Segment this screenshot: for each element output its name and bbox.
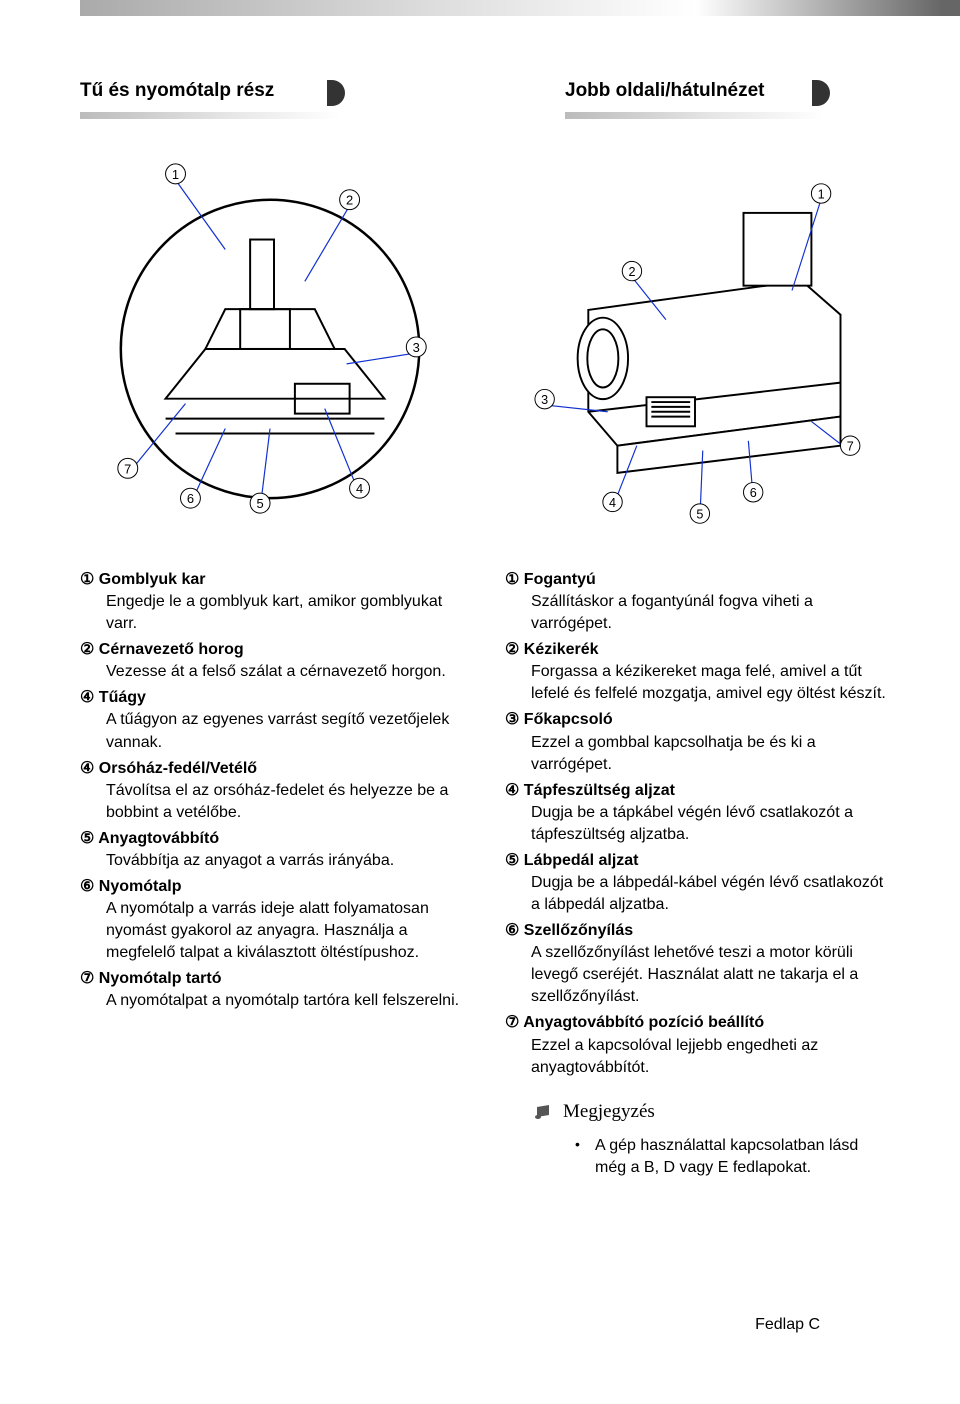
- top-gradient-bar: [80, 0, 960, 16]
- svg-text:1: 1: [172, 167, 179, 182]
- note-label: Megjegyzés: [563, 1099, 655, 1125]
- diagram-right-svg: 1 2 3 4 5 6 7: [501, 150, 889, 528]
- svg-text:7: 7: [847, 440, 854, 454]
- right-item-title: ⑤ Lábpedál aljzat: [505, 850, 890, 872]
- page-content: Tű és nyomótalp rész Jobb oldali/hátulné…: [0, 16, 960, 1179]
- right-item-desc: Dugja be a tápkábel végén lévő csatlakoz…: [505, 802, 890, 846]
- left-item-title: ⑥ Nyomótalp: [80, 876, 465, 898]
- title-left-underline: [80, 112, 340, 119]
- right-item-desc: Szállításkor a fogantyúnál fogva viheti …: [505, 591, 890, 635]
- diagram-left-svg: 1 2 3 4 5 6 7: [81, 150, 469, 528]
- left-item-title: ① Gomblyuk kar: [80, 569, 465, 591]
- right-item-desc: Ezzel a gombbal kapcsolhatja be és ki a …: [505, 732, 890, 776]
- text-columns: ① Gomblyuk karEngedje le a gomblyuk kart…: [80, 569, 890, 1179]
- footer-text: Fedlap C: [755, 1316, 820, 1334]
- right-item-title: ① Fogantyú: [505, 569, 890, 591]
- svg-text:6: 6: [187, 491, 194, 506]
- note-icon: [535, 1103, 555, 1121]
- left-item-desc: A tűágyon az egyenes varrást segítő veze…: [80, 709, 465, 753]
- diagrams-row: 1 2 3 4 5 6 7 1 2 3 4 5 6 7: [80, 149, 890, 529]
- bullet-icon: •: [575, 1135, 595, 1179]
- right-item-desc: A szellőzőnyílást lehetővé teszi a motor…: [505, 942, 890, 1008]
- svg-text:1: 1: [818, 187, 825, 201]
- right-item-title: ④ Tápfeszültség aljzat: [505, 780, 890, 802]
- right-item-title: ⑥ Szellőzőnyílás: [505, 920, 890, 942]
- svg-text:5: 5: [696, 507, 703, 521]
- left-item-title: ⑤ Anyagtovábbító: [80, 828, 465, 850]
- left-item-title: ⑦ Nyomótalp tartó: [80, 968, 465, 990]
- right-item-desc: Dugja be a lábpedál-kábel végén lévő csa…: [505, 872, 890, 916]
- svg-text:3: 3: [413, 340, 420, 355]
- svg-text:2: 2: [628, 265, 635, 279]
- svg-text:4: 4: [356, 481, 363, 496]
- diagram-right: 1 2 3 4 5 6 7: [500, 149, 890, 529]
- left-item-desc: A nyomótalp a varrás ideje alatt folyama…: [80, 898, 465, 964]
- left-item-title: ④ Tűágy: [80, 687, 465, 709]
- left-item-desc: Engedje le a gomblyuk kart, amikor gombl…: [80, 591, 465, 635]
- svg-text:4: 4: [609, 496, 616, 510]
- title-right: Jobb oldali/hátulnézet: [565, 76, 890, 110]
- note-text: A gép használattal kapcsolatban lásd még…: [595, 1135, 890, 1179]
- column-left: ① Gomblyuk karEngedje le a gomblyuk kart…: [80, 569, 465, 1179]
- left-item-desc: Továbbítja az anyagot a varrás irányába.: [80, 850, 465, 872]
- right-item-title: ⑦ Anyagtovábbító pozíció beállító: [505, 1012, 890, 1034]
- left-item-desc: Távolítsa el az orsóház-fedelet és helye…: [80, 780, 465, 824]
- right-item-title: ③ Főkapcsoló: [505, 709, 890, 731]
- title-left: Tű és nyomótalp rész: [80, 76, 405, 110]
- svg-text:7: 7: [124, 461, 131, 476]
- column-right: ① FogantyúSzállításkor a fogantyúnál fog…: [505, 569, 890, 1179]
- left-item-title: ② Cérnavezető horog: [80, 639, 465, 661]
- svg-text:2: 2: [346, 193, 353, 208]
- svg-text:5: 5: [256, 496, 263, 511]
- right-item-desc: Forgassa a kézikereket maga felé, amivel…: [505, 661, 890, 705]
- right-item-desc: Ezzel a kapcsolóval lejjebb engedheti az…: [505, 1035, 890, 1079]
- title-left-block: Tű és nyomótalp rész: [80, 76, 405, 119]
- title-row: Tű és nyomótalp rész Jobb oldali/hátulné…: [80, 76, 890, 119]
- left-item-desc: A nyomótalpat a nyomótalp tartóra kell f…: [80, 990, 465, 1012]
- left-item-desc: Vezesse át a felső szálat a cérnavezető …: [80, 661, 465, 683]
- note-row: Megjegyzés: [535, 1099, 890, 1125]
- title-right-underline: [565, 112, 825, 119]
- right-item-title: ② Kézikerék: [505, 639, 890, 661]
- left-item-title: ④ Orsóház-fedél/Vetélő: [80, 758, 465, 780]
- title-right-block: Jobb oldali/hátulnézet: [565, 76, 890, 119]
- svg-text:3: 3: [541, 393, 548, 407]
- diagram-left: 1 2 3 4 5 6 7: [80, 149, 470, 529]
- note-text-row: •A gép használattal kapcsolatban lásd mé…: [505, 1135, 890, 1179]
- svg-text:6: 6: [750, 486, 757, 500]
